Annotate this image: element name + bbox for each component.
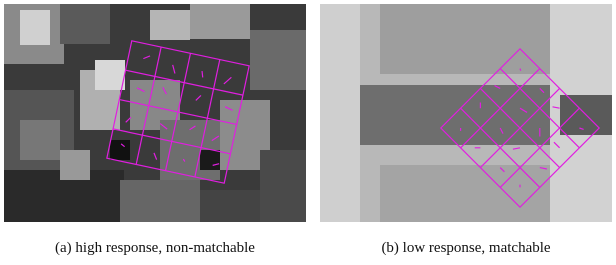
figure: (a) high response, non-matchable (b) low… [0,0,616,260]
caption: (a) high response, non-matchable [55,240,255,256]
page: (a) high response, non-matchable (b) low… [0,0,616,260]
caption: (b) low response, matchable [381,240,550,256]
panel-a-image [4,4,306,222]
